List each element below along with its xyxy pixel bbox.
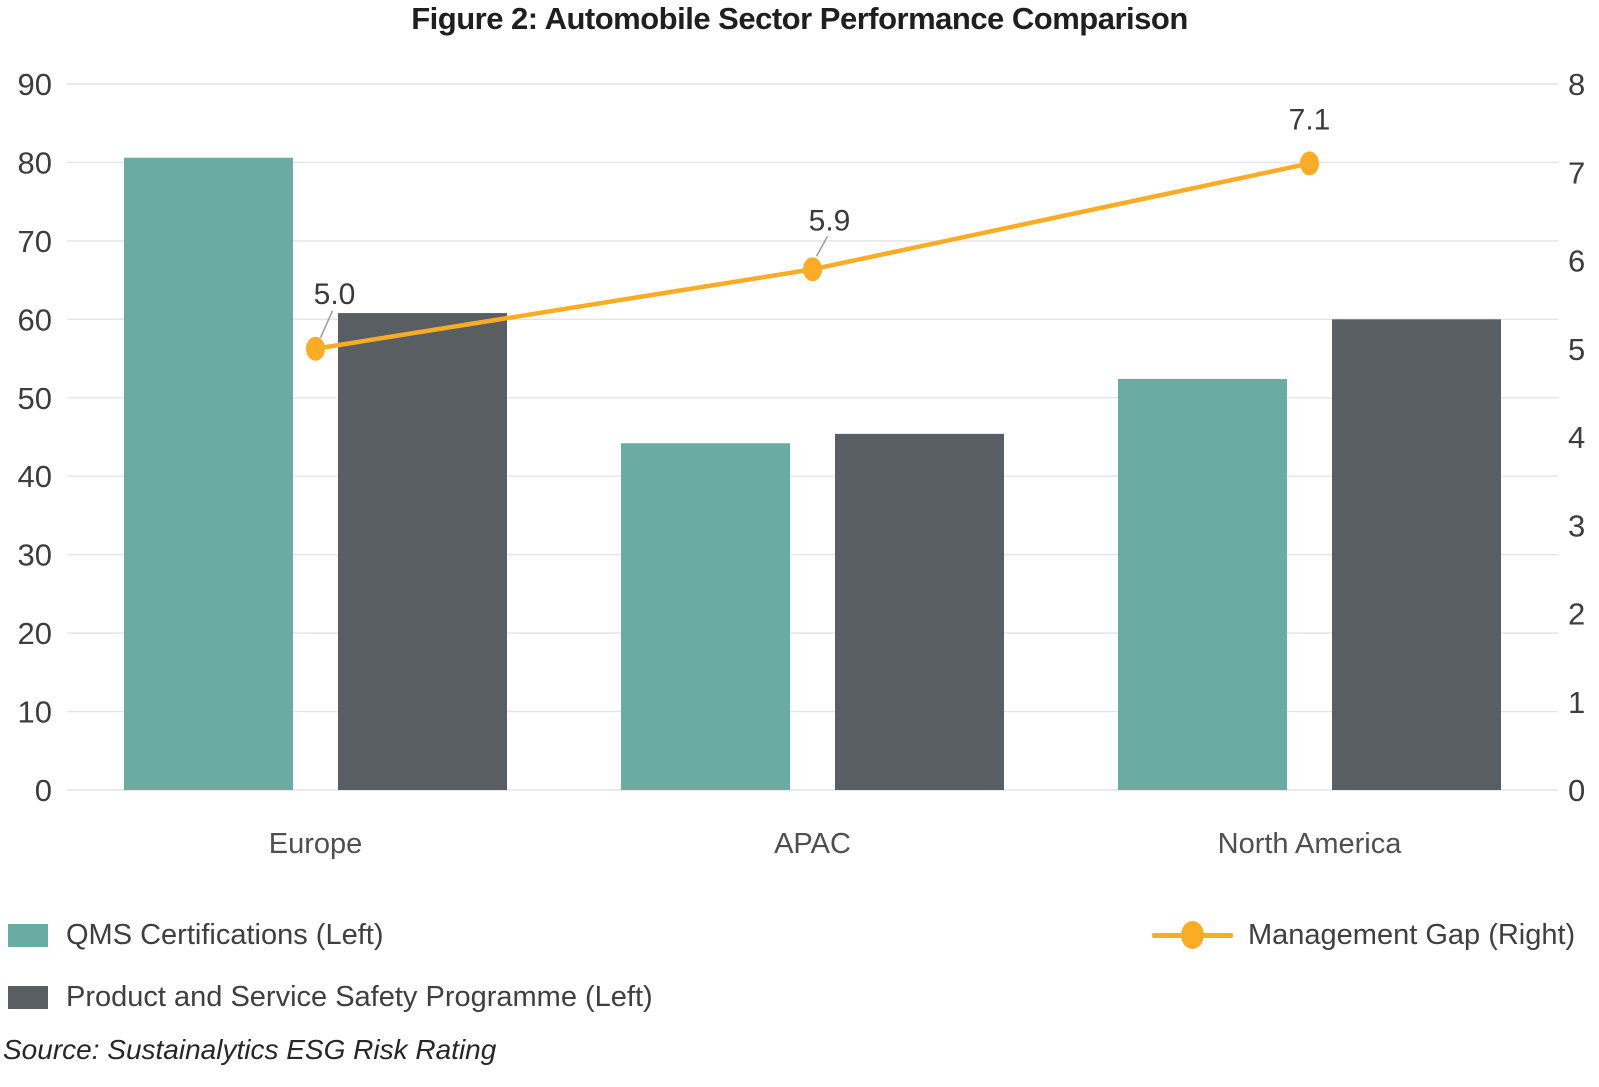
- left-axis-tick-label: 20: [18, 616, 52, 651]
- legend-item-qms-certifications[interactable]: QMS Certifications (Left): [8, 919, 653, 951]
- right-axis-tick-label: 0: [1568, 773, 1585, 808]
- gray-bar-swatch-icon: [8, 985, 48, 1009]
- legend-dot: [1181, 921, 1204, 949]
- left-axis-tick-label: 50: [18, 381, 52, 416]
- right-axis-tick-label: 5: [1568, 332, 1585, 367]
- data-label: 5.0: [314, 278, 356, 311]
- combo-chart-canvas: 0 10 20 30 40 50 60 70 80 90 0 1 2 3 4 5 6 7 8 5.0 5.9 7.1 Eur…: [18, 67, 1586, 860]
- line-point-apac[interactable]: [803, 257, 822, 282]
- teal-bar-swatch-icon: [8, 923, 48, 947]
- legend-label: Management Gap (Right): [1248, 918, 1576, 951]
- left-axis-tick-label: 70: [18, 224, 52, 259]
- category-label-apac: APAC: [774, 828, 851, 860]
- data-label: 7.1: [1289, 103, 1331, 136]
- right-axis-tick-label: 7: [1568, 155, 1585, 190]
- legend-label: QMS Certifications (Left): [66, 918, 384, 951]
- right-axis-tick-label: 8: [1568, 67, 1585, 102]
- right-axis-tick-label: 2: [1568, 597, 1585, 632]
- left-axis-tick-label: 40: [18, 459, 52, 494]
- bar-product-and-service-safety-programme-left-apac[interactable]: [835, 433, 1004, 790]
- source-note: Source: Sustainalytics ESG Risk Rating: [3, 1034, 497, 1065]
- bar-qms-certifications-left-europe[interactable]: [124, 157, 293, 790]
- category-label-north-america: North America: [1218, 828, 1403, 860]
- bar-qms-certifications-left-apac[interactable]: [621, 443, 790, 790]
- category-label-europe: Europe: [269, 828, 363, 860]
- bar-qms-certifications-left-north-america[interactable]: [1118, 378, 1287, 790]
- data-label-leader-line: [815, 235, 829, 257]
- left-axis-tick-label: 0: [35, 773, 52, 808]
- legend-label: Product and Service Safety Programme (Le…: [66, 980, 653, 1013]
- legend-left-column: QMS Certifications (Left) Product and Se…: [8, 919, 653, 1046]
- bar-product-and-service-safety-programme-left-europe[interactable]: [338, 313, 507, 790]
- left-axis-tick-label: 60: [18, 302, 52, 337]
- chart-title: Figure 2: Automobile Sector Performance …: [411, 1, 1188, 36]
- left-axis-tick-label: 30: [18, 538, 52, 573]
- bar-product-and-service-safety-programme-left-north-america[interactable]: [1332, 319, 1501, 790]
- legend-item-product-safety[interactable]: Product and Service Safety Programme (Le…: [8, 981, 653, 1013]
- data-label-leader-line: [319, 310, 334, 339]
- legend-item-management-gap[interactable]: Management Gap (Right): [1152, 919, 1575, 951]
- left-axis-tick-label: 80: [18, 145, 52, 180]
- line-point-europe[interactable]: [306, 336, 325, 361]
- data-label: 5.9: [809, 204, 851, 237]
- right-axis-tick-label: 1: [1568, 685, 1585, 720]
- left-axis-tick-label: 10: [18, 695, 52, 730]
- right-axis-tick-label: 6: [1568, 244, 1585, 279]
- right-axis-tick-label: 3: [1568, 508, 1585, 543]
- left-axis-tick-label: 90: [18, 67, 52, 102]
- orange-line-dot-icon: [1152, 921, 1233, 949]
- right-axis-tick-label: 4: [1568, 420, 1585, 455]
- line-point-north-america[interactable]: [1300, 151, 1319, 176]
